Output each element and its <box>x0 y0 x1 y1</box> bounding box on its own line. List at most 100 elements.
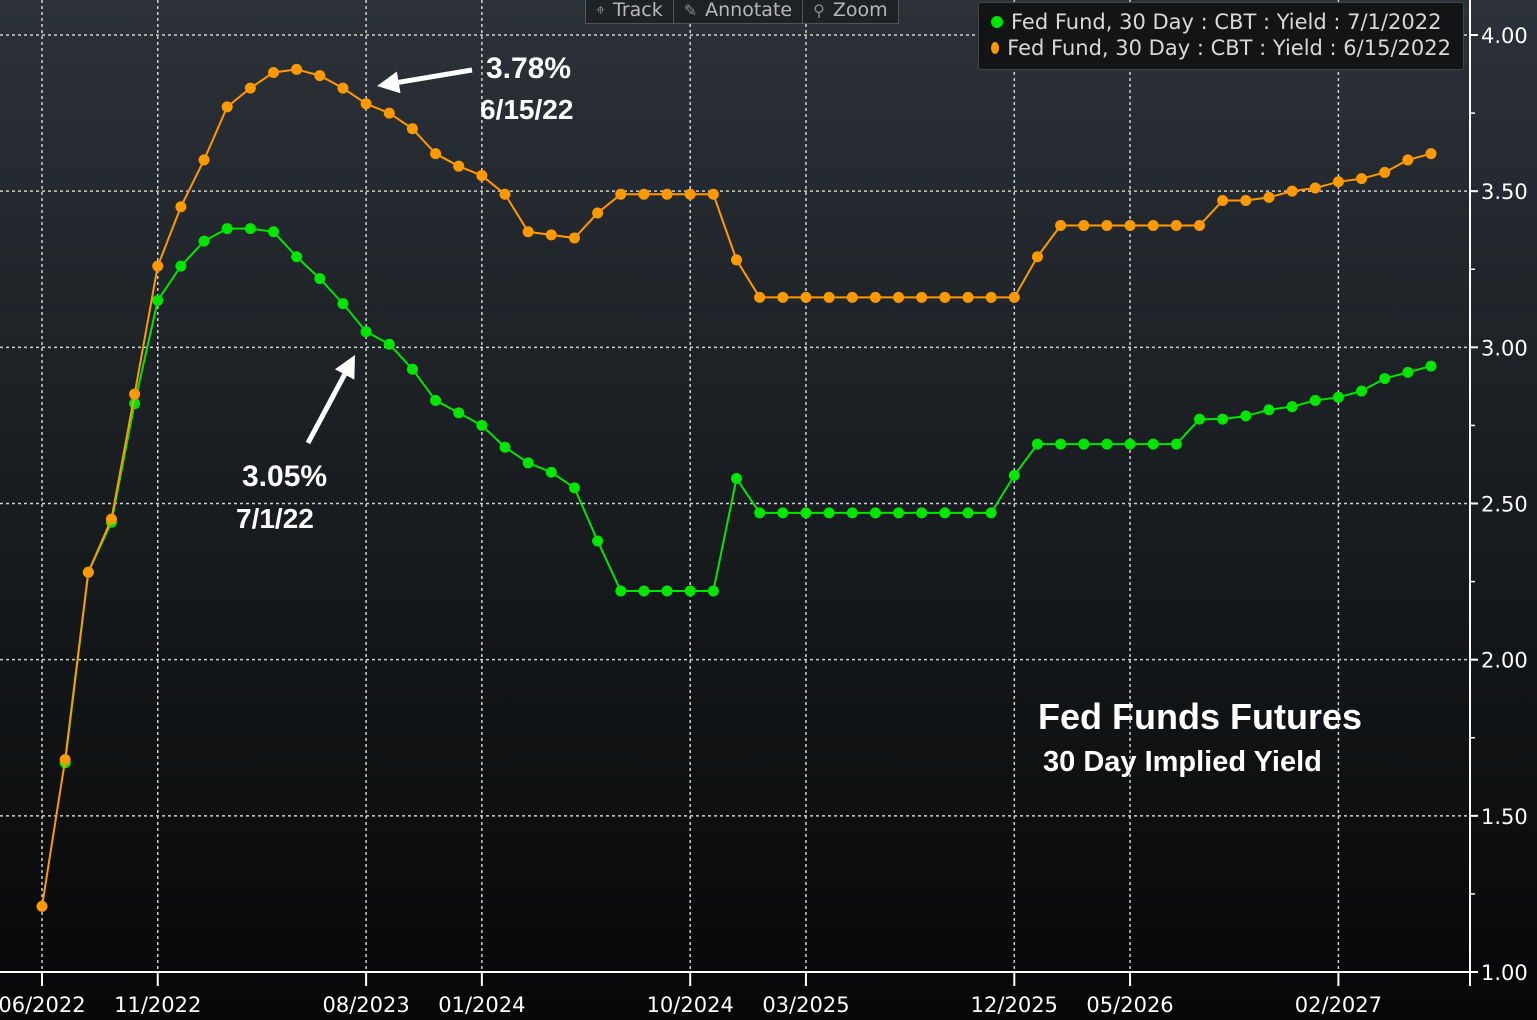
x-tick-label: 02/2027 <box>1295 993 1382 1017</box>
data-point <box>1286 185 1298 197</box>
arrow-green <box>305 355 355 445</box>
data-point <box>499 441 511 453</box>
data-point <box>1217 413 1229 425</box>
data-point <box>522 457 534 469</box>
data-point <box>129 398 141 410</box>
data-point <box>1078 438 1090 450</box>
arrow-orange <box>377 67 473 94</box>
legend-entry-green[interactable]: Fed Fund, 30 Day : CBT : Yield : 7/1/202… <box>991 9 1451 35</box>
y-tick-label: 1.50 <box>1481 805 1528 829</box>
data-point <box>800 507 812 519</box>
series-layer <box>36 63 1437 912</box>
data-point <box>268 226 279 238</box>
data-point <box>638 585 650 597</box>
data-point <box>615 585 627 597</box>
chart-legend: Fed Fund, 30 Day : CBT : Yield : 7/1/202… <box>978 2 1464 70</box>
data-point <box>869 291 881 303</box>
data-point <box>1240 195 1252 207</box>
data-point <box>175 260 187 272</box>
series-line <box>64 227 1432 763</box>
data-point <box>846 507 858 519</box>
x-tick-label: 05/2026 <box>1086 993 1173 1017</box>
data-point <box>638 188 650 200</box>
legend-entry-orange[interactable]: Fed Fund, 30 Day : CBT : Yield : 6/15/20… <box>991 35 1451 61</box>
data-point <box>1147 438 1159 450</box>
data-point <box>476 170 488 182</box>
data-point <box>291 63 303 75</box>
data-point <box>1402 154 1414 166</box>
annotate-button[interactable]: ✎ Annotate <box>674 0 804 23</box>
y-tick-label: 1.00 <box>1481 961 1528 985</box>
data-point <box>314 273 326 285</box>
data-point <box>1170 220 1182 232</box>
data-point <box>939 507 951 519</box>
data-point <box>268 66 279 78</box>
arrow-head <box>377 71 401 94</box>
data-point <box>661 188 673 200</box>
series-orange <box>36 63 1437 912</box>
data-point <box>846 291 858 303</box>
data-point <box>1379 373 1391 385</box>
data-point <box>499 188 511 200</box>
data-point <box>823 291 835 303</box>
data-point <box>1124 438 1136 450</box>
data-point <box>430 394 442 406</box>
data-point <box>1055 438 1067 450</box>
annotation-orange-value: 3.78% <box>486 52 572 85</box>
data-point <box>152 294 164 306</box>
data-point <box>1101 220 1113 232</box>
data-point <box>1194 413 1205 425</box>
y-tick-label: 2.50 <box>1481 493 1528 517</box>
data-point <box>1332 391 1344 403</box>
data-point <box>476 419 488 431</box>
arrow-shaft <box>305 373 347 445</box>
x-tick-label: 08/2023 <box>322 993 409 1017</box>
data-point <box>82 566 94 578</box>
y-tick-label: 4.00 <box>1481 24 1528 48</box>
track-button[interactable]: ⌖ Track <box>586 0 674 23</box>
data-point <box>568 482 580 494</box>
data-point <box>105 513 117 525</box>
data-point <box>1425 360 1437 372</box>
data-point <box>337 82 349 94</box>
data-point <box>731 254 742 266</box>
x-tick-label: 10/2024 <box>647 993 734 1017</box>
data-point <box>661 585 673 597</box>
x-tick-label: 06/2022 <box>0 993 86 1017</box>
data-point <box>1263 404 1275 416</box>
arrow-shaft <box>398 67 473 85</box>
data-point <box>1402 366 1414 378</box>
data-point <box>916 507 928 519</box>
legend-label-orange: Fed Fund, 30 Day : CBT : Yield : 6/15/20… <box>1007 36 1451 60</box>
x-tick-label: 01/2024 <box>438 993 525 1017</box>
data-point <box>337 298 349 310</box>
x-tick-label: 03/2025 <box>762 993 849 1017</box>
data-point <box>1147 220 1159 232</box>
annotation-green-value: 3.05% <box>242 460 328 493</box>
data-point <box>754 291 766 303</box>
chart-toolbar: ⌖ Track ✎ Annotate ⚲ Zoom <box>585 0 899 24</box>
data-point <box>939 291 951 303</box>
y-tick-label: 2.00 <box>1481 649 1528 673</box>
data-point <box>59 754 71 766</box>
data-point <box>1031 251 1043 263</box>
data-point <box>152 260 164 272</box>
zoom-button[interactable]: ⚲ Zoom <box>803 0 898 23</box>
data-point <box>707 188 719 200</box>
data-point <box>314 70 326 82</box>
data-point <box>893 507 905 519</box>
x-tick-label: 11/2022 <box>114 993 201 1017</box>
data-point <box>430 148 442 160</box>
data-point <box>129 388 141 400</box>
data-point <box>1332 176 1344 188</box>
data-point <box>1194 220 1205 232</box>
annotate-label: Annotate <box>705 0 793 21</box>
data-point <box>893 291 905 303</box>
magnifier-icon: ⚲ <box>813 0 825 20</box>
data-point <box>406 123 418 135</box>
y-tick-label: 3.00 <box>1481 336 1528 360</box>
data-point <box>221 223 233 235</box>
series-green <box>59 223 1437 769</box>
pencil-icon: ✎ <box>683 0 698 20</box>
